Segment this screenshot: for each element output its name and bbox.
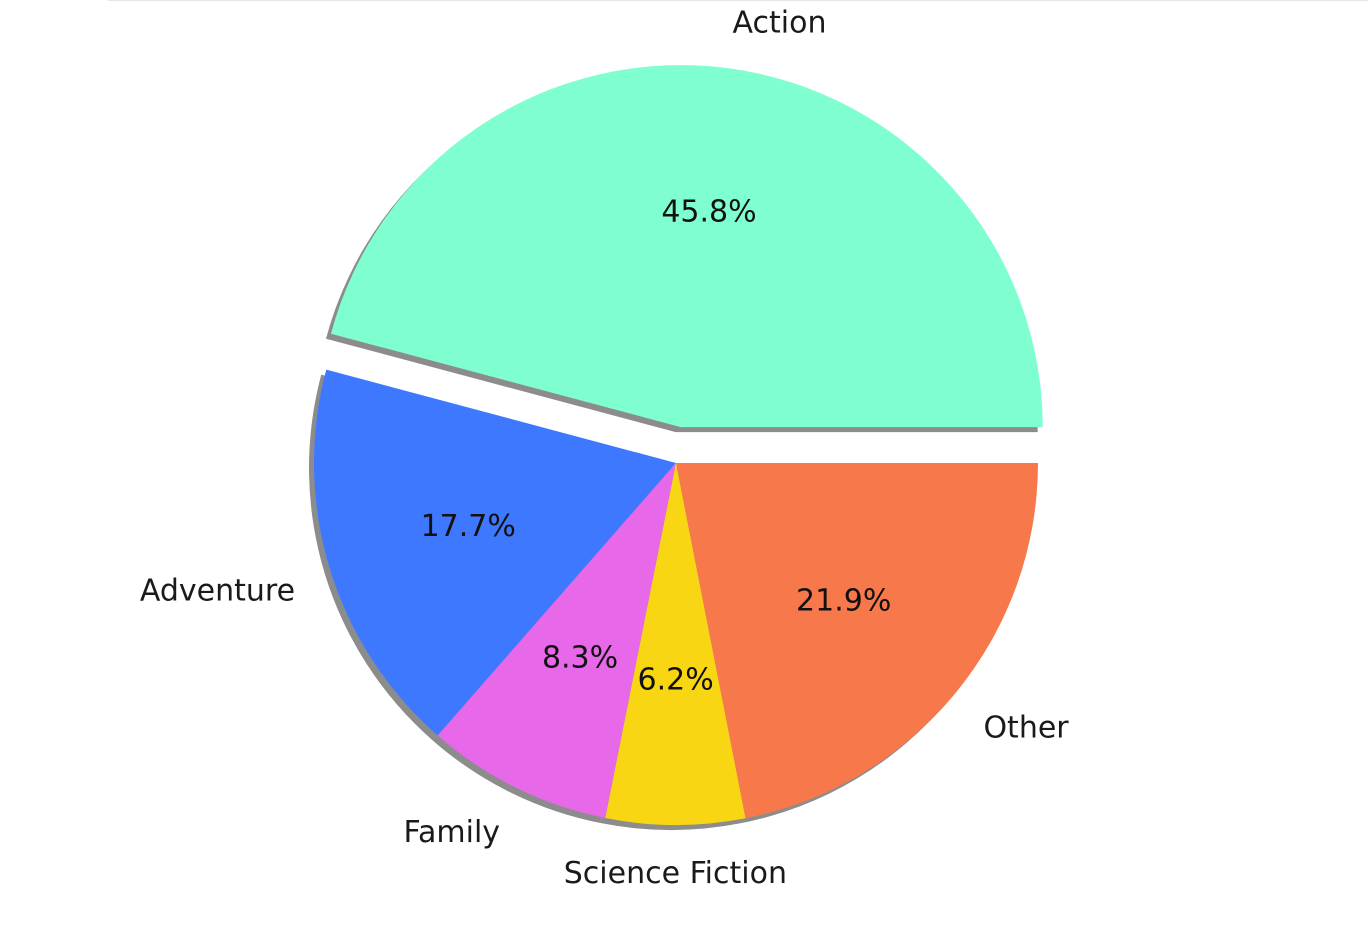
percent-other: 21.9% <box>796 584 891 619</box>
percent-action: 45.8% <box>661 194 756 229</box>
slice-adventure <box>313 369 676 736</box>
top-divider <box>108 0 1368 1</box>
category-labels: Action Adventure Family Science Fiction Othe… <box>140 5 1069 890</box>
percent-adventure: 17.7% <box>421 509 516 544</box>
label-family: Family <box>404 815 501 850</box>
slices <box>313 65 1043 825</box>
label-adventure: Adventure <box>140 574 295 609</box>
label-other: Other <box>983 711 1069 746</box>
percent-family: 8.3% <box>542 640 618 675</box>
label-action: Action <box>733 5 827 40</box>
label-science-fiction: Science Fiction <box>564 856 787 891</box>
slice-family <box>437 463 676 819</box>
slice-other <box>676 463 1038 819</box>
percent-science-fiction: 6.2% <box>638 663 714 698</box>
slice-science-fiction <box>605 463 746 825</box>
percent-labels: 45.8% 17.7% 8.3% 6.2% 21.9% <box>421 194 892 697</box>
slice-action <box>330 65 1043 428</box>
